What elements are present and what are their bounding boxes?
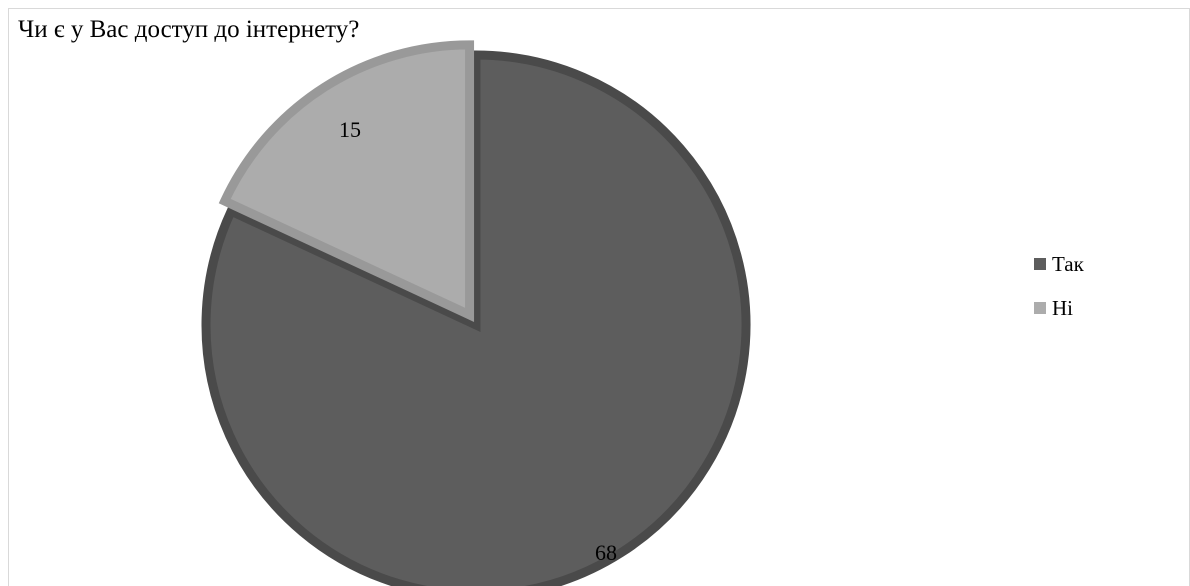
pie-slice-tak [201, 50, 751, 586]
chart-title: Чи є у Вас доступ до інтернету? [18, 16, 360, 43]
pie-slices [201, 40, 751, 586]
legend: Так Ні [1034, 250, 1084, 338]
legend-item-ni: Ні [1034, 294, 1084, 322]
legend-label-tak: Так [1052, 251, 1084, 276]
legend-item-tak: Так [1034, 250, 1084, 278]
pie-slice-ni [218, 40, 475, 322]
data-label-tak: 68 [595, 540, 617, 565]
data-label-ni: 15 [339, 117, 361, 142]
pie-data-labels: 68 15 [339, 117, 617, 565]
legend-swatch-tak [1034, 258, 1046, 270]
legend-label-ni: Ні [1052, 295, 1073, 320]
legend-swatch-ni [1034, 302, 1046, 314]
